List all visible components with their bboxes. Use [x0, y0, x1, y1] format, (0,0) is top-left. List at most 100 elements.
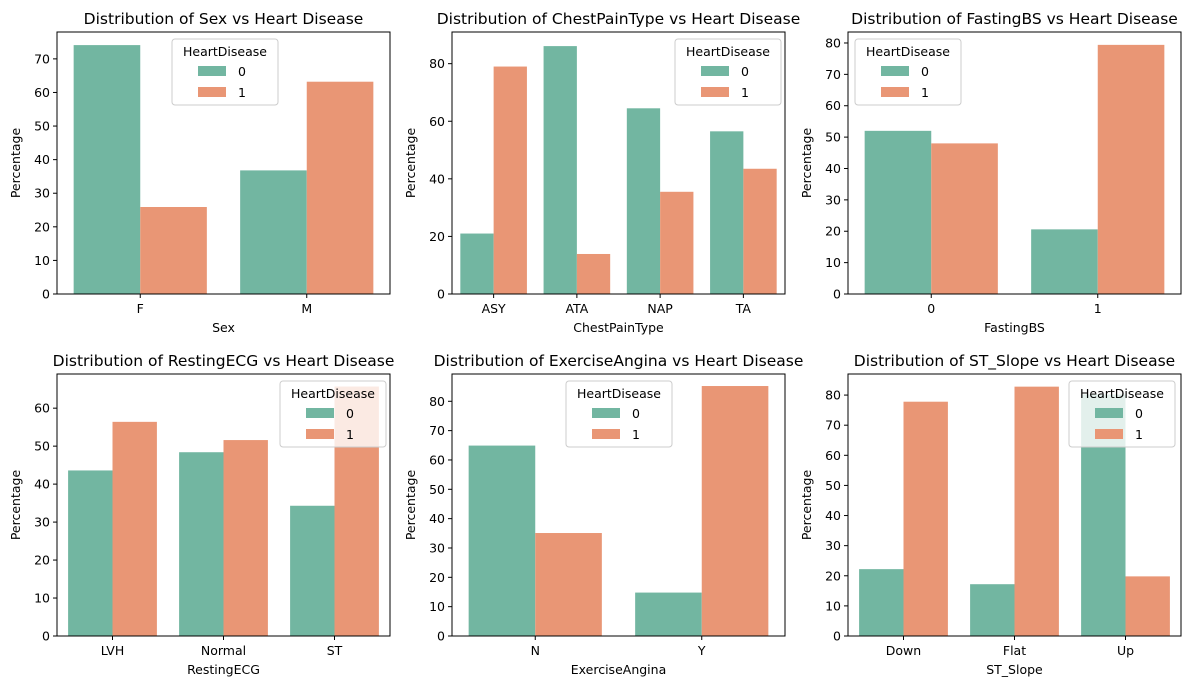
y-tick-label: 0 [42, 287, 50, 302]
legend-swatch [198, 66, 226, 76]
y-axis-label: Percentage [403, 128, 418, 199]
legend-swatch [1095, 429, 1123, 439]
bar [903, 401, 948, 636]
legend-entry: 0 [632, 406, 640, 421]
chart-title: Distribution of RestingECG vs Heart Dise… [53, 352, 395, 370]
chart-6: Distribution of ST_Slope vs Heart Diseas… [799, 352, 1182, 677]
legend-title: HeartDisease [686, 44, 770, 59]
axes-frame [451, 373, 786, 637]
legend-swatch [306, 408, 334, 418]
y-tick-label: 10 [34, 591, 50, 606]
x-tick-label: Y [697, 643, 706, 658]
y-tick-label: 10 [825, 255, 841, 270]
x-tick-label: TA [735, 301, 752, 316]
chart-title: Distribution of Sex vs Heart Disease [84, 10, 364, 28]
x-tick-label: 1 [1094, 301, 1102, 316]
y-tick-label: 60 [825, 98, 841, 113]
legend-entry: 1 [741, 85, 749, 100]
bar [68, 470, 113, 636]
x-tick-label: Normal [201, 643, 246, 658]
axes-frame [451, 31, 786, 295]
x-tick-label: ASY [482, 301, 506, 316]
legend-swatch [881, 66, 909, 76]
x-axis-label: RestingECG [187, 662, 260, 677]
legend: HeartDisease 0 1 [1068, 380, 1176, 448]
y-tick-label: 10 [825, 598, 841, 613]
x-tick-label: LVH [101, 643, 125, 658]
bar [140, 207, 207, 294]
legend-entry: 1 [1135, 427, 1143, 442]
y-tick-label: 20 [429, 229, 445, 244]
bar [1125, 576, 1170, 636]
bar [864, 130, 932, 294]
legend-swatch [881, 87, 909, 97]
y-tick-label: 80 [429, 56, 445, 71]
y-tick-label: 50 [34, 119, 50, 134]
y-tick-label: 70 [825, 67, 841, 82]
bar [701, 386, 769, 636]
legend-title: HeartDisease [577, 386, 661, 401]
chart-3: Distribution of FastingBS vs Heart Disea… [799, 10, 1182, 335]
x-tick-label: 0 [927, 301, 935, 316]
legend-entry: 0 [1135, 406, 1143, 421]
bar [493, 66, 527, 294]
legend-swatch [592, 408, 620, 418]
chart-title: Distribution of ChestPainType vs Heart D… [437, 10, 801, 28]
x-tick-label: F [137, 301, 144, 316]
x-tick-label: ATA [565, 301, 588, 316]
legend-swatch [701, 66, 729, 76]
y-tick-label: 30 [825, 538, 841, 553]
y-axis-label: Percentage [799, 470, 814, 541]
legend-entry: 0 [238, 64, 246, 79]
bar [112, 421, 157, 636]
legend: HeartDisease 0 1 [854, 38, 962, 106]
y-tick-label: 60 [825, 448, 841, 463]
bar [626, 108, 661, 295]
legend-entry: 0 [741, 64, 749, 79]
y-tick-label: 0 [833, 287, 841, 302]
bar [468, 445, 536, 636]
legend-swatch [701, 87, 729, 97]
axes-frame [847, 373, 1182, 637]
chart-title: Distribution of FastingBS vs Heart Disea… [851, 10, 1178, 28]
y-tick-label: 60 [429, 452, 445, 467]
axes-frame [56, 373, 391, 637]
x-tick-label: Up [1117, 643, 1134, 658]
x-tick-label: Flat [1003, 643, 1026, 658]
bar [179, 452, 224, 636]
bar [543, 46, 577, 294]
x-axis-label: ST_Slope [986, 662, 1043, 677]
y-axis-label: Percentage [403, 470, 418, 541]
axes-frame [847, 31, 1182, 295]
y-tick-label: 50 [429, 482, 445, 497]
y-tick-label: 80 [825, 388, 841, 403]
bar [1097, 44, 1165, 294]
y-tick-label: 40 [34, 477, 50, 492]
chart-1: Distribution of Sex vs Heart Disease 0 1 0 2… [8, 10, 391, 335]
y-tick-label: 40 [825, 161, 841, 176]
x-axis-label: Sex [212, 320, 235, 335]
y-axis-label: Percentage [8, 470, 23, 541]
legend-title: HeartDisease [183, 44, 267, 59]
y-tick-label: 30 [825, 192, 841, 207]
y-tick-label: 20 [34, 219, 50, 234]
y-tick-label: 30 [34, 515, 50, 530]
x-axis-label: ChestPainType [573, 320, 664, 335]
y-tick-label: 20 [825, 224, 841, 239]
chart-5: Distribution of ExerciseAngina vs Heart … [403, 352, 803, 677]
y-tick-label: 50 [825, 130, 841, 145]
legend-entry: 1 [238, 85, 246, 100]
bar [710, 131, 744, 294]
chart-title: Distribution of ExerciseAngina vs Heart … [434, 352, 804, 370]
x-tick-label: NAP [647, 301, 673, 316]
legend-title: HeartDisease [1080, 386, 1164, 401]
legend: HeartDisease 0 1 [674, 38, 782, 106]
y-tick-label: 70 [34, 51, 50, 66]
bar [460, 233, 494, 294]
legend: HeartDisease 0 1 [171, 38, 279, 106]
legend-title: HeartDisease [291, 386, 375, 401]
legend-entry: 1 [632, 427, 640, 442]
legend-swatch [198, 87, 226, 97]
y-tick-label: 0 [833, 629, 841, 644]
